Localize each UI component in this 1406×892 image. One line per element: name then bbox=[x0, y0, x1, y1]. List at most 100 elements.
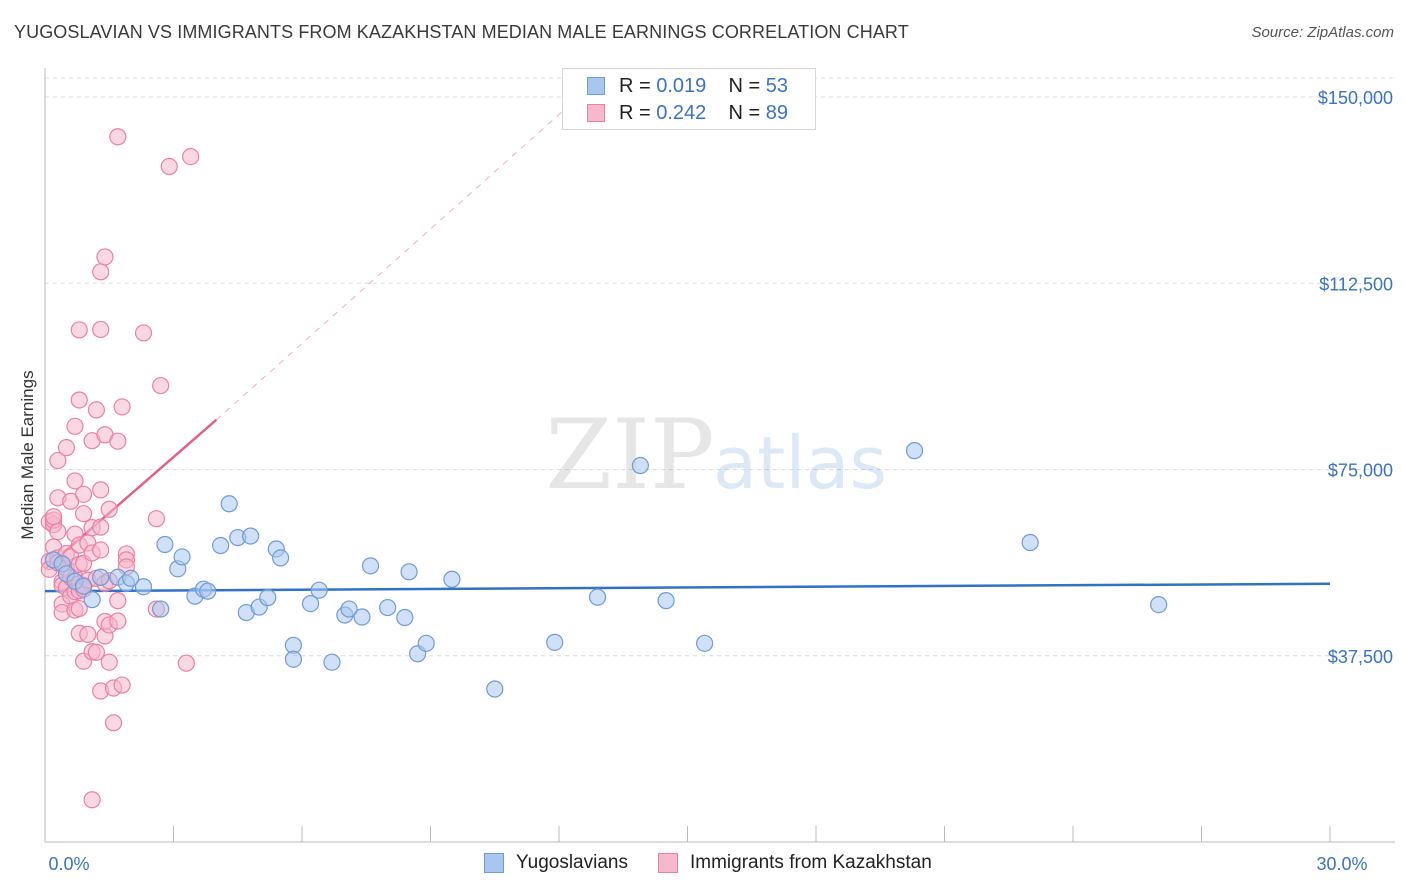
point-yugoslavian bbox=[486, 680, 504, 698]
point-yugoslavian bbox=[657, 592, 675, 610]
point-yugoslavian bbox=[122, 569, 140, 587]
series-legend: Yugoslavians Immigrants from Kazakhstan bbox=[484, 852, 962, 874]
legend-item-kazakhstan[interactable]: Immigrants from Kazakhstan bbox=[657, 852, 932, 874]
legend-row-yugoslavians: R = 0.019 N = 53 bbox=[587, 74, 788, 98]
legend-n-value: 53 bbox=[765, 74, 789, 97]
legend-swatch-blue bbox=[484, 853, 504, 873]
point-yugoslavian bbox=[340, 600, 358, 618]
x-tick-label: 30.0% bbox=[1316, 854, 1367, 874]
legend-label: Immigrants from Kazakhstan bbox=[689, 852, 932, 873]
point-kazakhstan bbox=[70, 599, 88, 618]
tick-labels: $150,000 $112,500 $75,000 $37,500 0.0% 30.0% bbox=[48, 88, 1393, 874]
point-kazakhstan bbox=[109, 432, 127, 450]
point-kazakhstan bbox=[79, 625, 97, 643]
point-kazakhstan bbox=[92, 263, 110, 281]
point-yugoslavian bbox=[696, 634, 714, 652]
point-yugoslavian bbox=[379, 598, 397, 617]
point-yugoslavian bbox=[588, 588, 607, 606]
point-kazakhstan bbox=[152, 376, 170, 395]
point-yugoslavian bbox=[417, 634, 435, 652]
point-kazakhstan bbox=[74, 505, 93, 523]
point-yugoslavian bbox=[400, 563, 418, 581]
point-yugoslavian bbox=[323, 653, 341, 671]
point-kazakhstan bbox=[44, 508, 63, 526]
point-kazakhstan bbox=[160, 157, 178, 176]
point-yugoslavian bbox=[134, 578, 153, 596]
trend-line-yugoslavians bbox=[44, 582, 1331, 593]
point-kazakhstan bbox=[182, 148, 200, 166]
point-yugoslavian bbox=[220, 495, 238, 513]
point-kazakhstan bbox=[109, 592, 127, 610]
point-kazakhstan bbox=[83, 791, 101, 809]
legend-swatch-pink bbox=[587, 104, 605, 122]
point-yugoslavian bbox=[396, 608, 414, 627]
point-kazakhstan bbox=[113, 398, 131, 416]
point-yugoslavian bbox=[173, 548, 191, 566]
legend-r-value: 0.019 bbox=[656, 74, 707, 97]
watermark-atlas: atlas bbox=[713, 421, 887, 505]
legend-n-label: N = bbox=[728, 101, 761, 124]
legend-swatch-blue bbox=[587, 77, 605, 95]
legend-label: Yugoslavians bbox=[516, 852, 628, 873]
point-yugoslavian bbox=[284, 650, 303, 668]
y-tick-label: $75,000 bbox=[1328, 461, 1393, 481]
point-yugoslavian bbox=[92, 568, 110, 586]
point-kazakhstan bbox=[74, 485, 93, 503]
point-kazakhstan bbox=[70, 321, 88, 339]
point-kazakhstan bbox=[49, 522, 67, 541]
point-yugoslavian bbox=[199, 582, 217, 600]
y-axis-label: Median Male Earnings bbox=[18, 370, 37, 540]
point-yugoslavian bbox=[353, 608, 371, 626]
point-yugoslavian bbox=[74, 577, 93, 595]
point-kazakhstan bbox=[92, 518, 110, 536]
legend-swatch-pink bbox=[657, 853, 678, 873]
point-kazakhstan bbox=[57, 439, 76, 457]
watermark: ZIP atlas bbox=[545, 399, 887, 511]
source-label: Source: ZipAtlas.com bbox=[1251, 24, 1394, 41]
chart-title: YUGOSLAVIAN VS IMMIGRANTS FROM KAZAKHSTA… bbox=[14, 22, 909, 42]
point-kazakhstan bbox=[70, 391, 88, 409]
point-kazakhstan bbox=[87, 643, 106, 661]
point-kazakhstan bbox=[92, 541, 110, 559]
point-kazakhstan bbox=[100, 500, 118, 518]
legend-n-value: 89 bbox=[765, 101, 789, 124]
point-kazakhstan bbox=[177, 654, 195, 672]
point-yugoslavian bbox=[1021, 533, 1039, 552]
point-kazakhstan bbox=[109, 128, 127, 146]
point-yugoslavian bbox=[546, 633, 564, 651]
point-kazakhstan bbox=[87, 401, 106, 419]
point-kazakhstan bbox=[147, 510, 165, 528]
y-tick-label: $150,000 bbox=[1318, 88, 1393, 108]
legend-n-label: N = bbox=[728, 74, 761, 97]
point-yugoslavian bbox=[301, 594, 320, 613]
trend-lines bbox=[44, 106, 1331, 593]
point-kazakhstan bbox=[96, 248, 114, 266]
point-kazakhstan bbox=[113, 676, 131, 694]
watermark-zip: ZIP bbox=[545, 399, 714, 511]
legend-item-yugoslavians[interactable]: Yugoslavians bbox=[484, 852, 628, 874]
y-tick-label: $112,500 bbox=[1319, 274, 1393, 294]
point-yugoslavian bbox=[83, 591, 101, 609]
point-yugoslavian bbox=[905, 442, 924, 460]
point-yugoslavian bbox=[156, 535, 174, 554]
point-yugoslavian bbox=[259, 589, 277, 607]
point-yugoslavian bbox=[242, 527, 260, 545]
point-yugoslavian bbox=[271, 549, 290, 567]
point-kazakhstan bbox=[49, 451, 67, 470]
point-yugoslavian bbox=[212, 536, 230, 555]
legend-r-label: R = bbox=[619, 101, 651, 124]
point-yugoslavian bbox=[443, 570, 461, 588]
point-kazakhstan bbox=[92, 320, 110, 339]
y-tick-label: $37,500 bbox=[1328, 647, 1393, 667]
axes bbox=[44, 68, 1395, 843]
point-kazakhstan bbox=[109, 612, 127, 630]
point-yugoslavian bbox=[631, 456, 649, 475]
point-yugoslavian bbox=[310, 581, 328, 599]
trend-extension-kazakhstan bbox=[216, 106, 568, 421]
stats-legend: R = 0.019 N = 53 R = 0.242 N = 89 bbox=[562, 68, 816, 130]
point-kazakhstan bbox=[66, 417, 84, 435]
point-yugoslavian bbox=[1150, 595, 1168, 614]
legend-r-value: 0.242 bbox=[656, 101, 707, 124]
point-yugoslavian bbox=[361, 557, 380, 575]
